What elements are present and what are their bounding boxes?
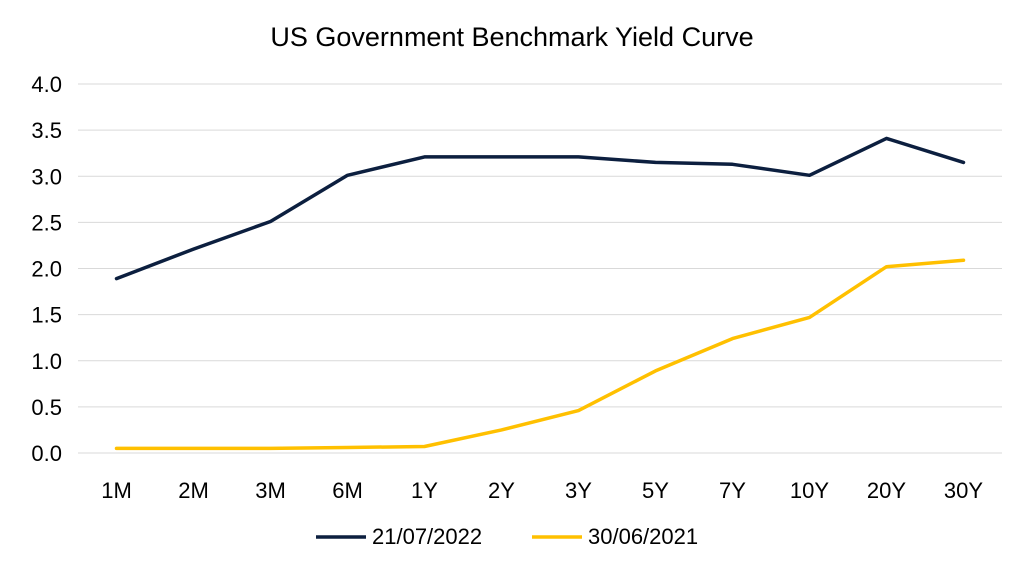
legend-label: 21/07/2022 xyxy=(372,524,482,549)
x-tick-label: 6M xyxy=(332,478,363,503)
legend-label: 30/06/2021 xyxy=(588,524,698,549)
y-tick-label: 2.5 xyxy=(31,210,62,235)
legend: 21/07/2022 30/06/2021 xyxy=(316,524,698,549)
y-tick-label: 1.0 xyxy=(31,349,62,374)
chart-title: US Government Benchmark Yield Curve xyxy=(270,22,753,52)
y-tick-label: 2.0 xyxy=(31,257,62,282)
x-tick-label: 1Y xyxy=(411,478,438,503)
y-axis-ticks: 0.0 0.5 1.0 1.5 2.0 2.5 3.0 3.5 4.0 xyxy=(31,72,62,466)
y-tick-label: 0.0 xyxy=(31,441,62,466)
series-line-1 xyxy=(114,258,966,451)
x-tick-label: 5Y xyxy=(642,478,669,503)
gridlines xyxy=(78,83,1002,454)
x-axis-ticks: 1M 2M 3M 6M 1Y 2Y 3Y 5Y 7Y 10Y 20Y 30Y xyxy=(101,478,983,503)
x-tick-label: 3Y xyxy=(565,478,592,503)
x-tick-label: 2M xyxy=(178,478,209,503)
x-tick-label: 10Y xyxy=(790,478,829,503)
y-tick-label: 0.5 xyxy=(31,395,62,420)
x-tick-label: 20Y xyxy=(867,478,906,503)
y-tick-label: 1.5 xyxy=(31,303,62,328)
x-tick-label: 7Y xyxy=(719,478,746,503)
y-tick-label: 3.0 xyxy=(31,164,62,189)
x-tick-label: 1M xyxy=(101,478,132,503)
series-lines xyxy=(114,136,966,451)
y-tick-label: 4.0 xyxy=(31,72,62,97)
series-line-0 xyxy=(114,136,966,281)
y-tick-label: 3.5 xyxy=(31,118,62,143)
x-tick-label: 3M xyxy=(255,478,286,503)
x-tick-label: 2Y xyxy=(488,478,515,503)
x-tick-label: 30Y xyxy=(944,478,983,503)
